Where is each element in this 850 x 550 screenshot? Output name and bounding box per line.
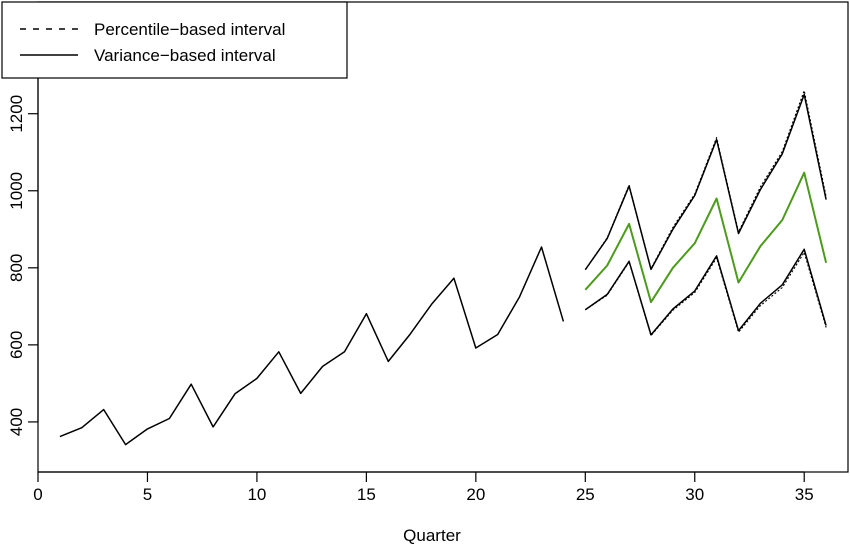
x-tick-label: 5 — [143, 485, 152, 504]
y-tick-label: 600 — [7, 331, 26, 359]
x-tick-label: 0 — [33, 485, 42, 504]
x-tick-label: 30 — [685, 485, 704, 504]
x-tick-label: 35 — [795, 485, 814, 504]
x-axis-title: Quarter — [403, 526, 461, 545]
y-axis: 400600800100012001400 — [7, 18, 39, 436]
x-tick-label: 15 — [357, 485, 376, 504]
series-line-observed — [59, 246, 565, 446]
y-tick-label: 800 — [7, 254, 26, 282]
legend-box — [1, 1, 348, 79]
series-line-percentile-lower — [584, 251, 827, 337]
y-tick-label: 1000 — [7, 172, 26, 210]
legend-label-percentile: Percentile−based interval — [94, 20, 285, 39]
series-line-variance-upper — [584, 93, 827, 271]
x-tick-label: 10 — [247, 485, 266, 504]
x-tick-label: 25 — [576, 485, 595, 504]
series-line-variance-lower — [584, 248, 827, 336]
plot-marks — [59, 90, 828, 446]
series-line-percentile-upper — [584, 90, 827, 271]
y-tick-label: 400 — [7, 408, 26, 436]
series-line-forecast — [584, 171, 828, 304]
x-tick-label: 20 — [466, 485, 485, 504]
legend-label-variance: Variance−based interval — [94, 46, 276, 65]
y-tick-label: 1200 — [7, 95, 26, 133]
x-axis: 0 5 10 15 20 25 30 35 — [33, 471, 814, 504]
legend: Percentile−based interval Variance−based… — [1, 1, 348, 79]
